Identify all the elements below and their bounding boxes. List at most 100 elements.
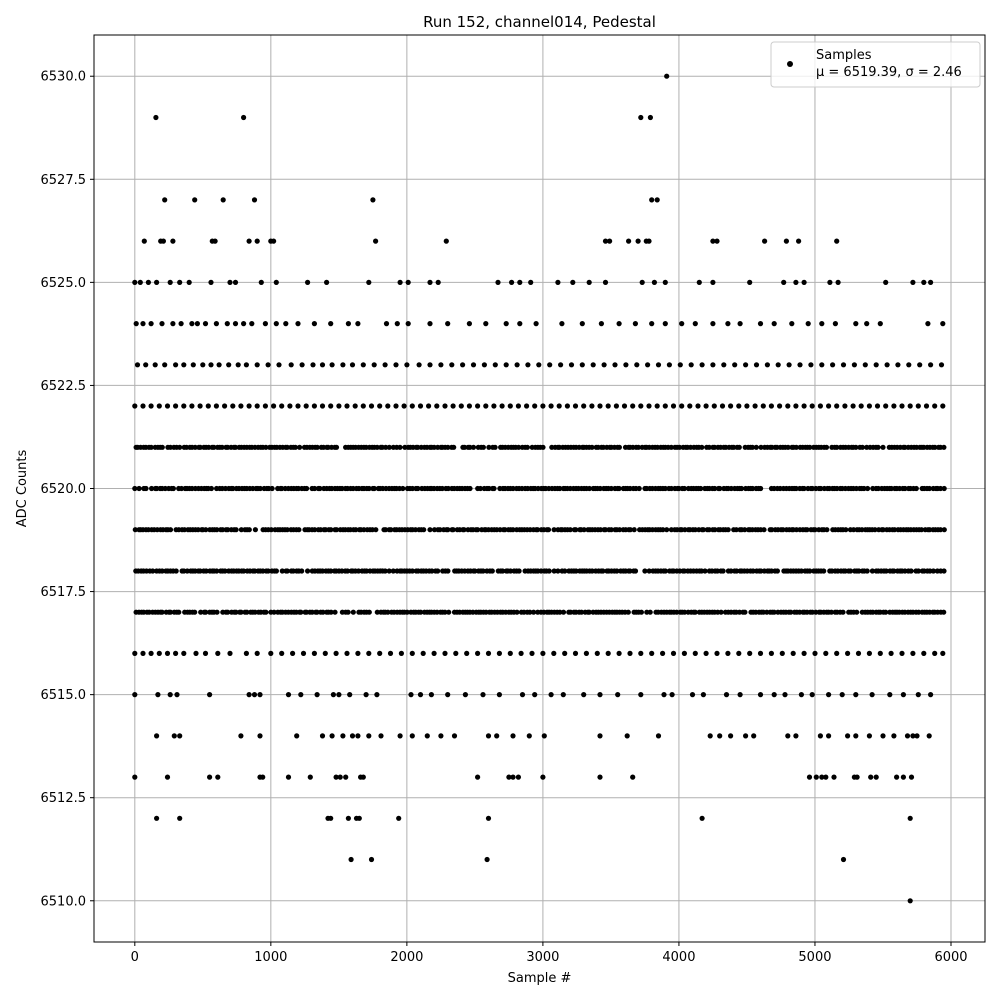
data-point: [415, 485, 421, 492]
data-point: [840, 856, 847, 863]
data-point: [796, 238, 802, 244]
data-point: [632, 321, 639, 327]
data-point: [177, 815, 183, 821]
data-point: [602, 238, 609, 244]
data-point: [880, 733, 886, 739]
data-point: [271, 238, 277, 244]
x-axis-label: Sample #: [508, 971, 572, 986]
data-point: [284, 527, 290, 533]
data-point: [757, 692, 764, 698]
data-point: [532, 692, 538, 698]
data-point: [489, 568, 495, 574]
data-point: [706, 527, 712, 533]
data-point: [594, 650, 600, 657]
data-point: [148, 321, 154, 327]
data-point: [751, 733, 757, 739]
data-point: [475, 774, 481, 780]
data-point: [771, 609, 777, 615]
data-point: [492, 444, 498, 450]
data-point: [786, 362, 792, 368]
data-point: [710, 321, 716, 327]
data-point: [546, 568, 552, 574]
data-point: [664, 527, 670, 533]
data-point: [736, 403, 742, 409]
data-point: [167, 527, 174, 533]
data-point: [496, 650, 502, 657]
data-point: [304, 485, 310, 492]
data-point: [630, 403, 636, 409]
data-point: [907, 898, 913, 904]
data-point: [480, 692, 486, 698]
data-point: [427, 362, 433, 368]
data-point: [143, 362, 149, 368]
data-point: [670, 403, 677, 409]
data-point: [737, 692, 743, 698]
data-point: [732, 362, 738, 368]
data-point: [597, 774, 603, 780]
data-point: [241, 321, 247, 327]
data-point: [743, 733, 749, 739]
data-point: [212, 238, 218, 244]
data-point: [845, 650, 851, 657]
data-point: [677, 362, 683, 368]
data-point: [616, 650, 622, 657]
x-tick-label: 0: [131, 950, 139, 965]
data-point: [700, 692, 707, 698]
data-point: [524, 444, 531, 450]
data-point: [390, 568, 396, 574]
data-point: [937, 527, 944, 533]
data-point: [798, 692, 805, 698]
data-point: [733, 527, 739, 533]
data-point: [821, 568, 827, 574]
data-point: [353, 527, 359, 533]
data-point: [173, 362, 179, 368]
data-point: [273, 568, 279, 574]
data-point: [551, 527, 557, 533]
data-point: [589, 444, 595, 450]
data-point: [445, 568, 451, 574]
data-point: [623, 362, 629, 368]
data-point: [284, 568, 290, 574]
data-point: [203, 527, 209, 533]
data-point: [194, 321, 200, 327]
data-point: [834, 238, 840, 244]
data-point: [220, 197, 226, 203]
data-point: [409, 568, 415, 574]
data-point: [211, 444, 217, 450]
data-point: [486, 444, 492, 450]
data-point: [383, 527, 389, 533]
data-point: [132, 692, 138, 698]
data-point: [808, 362, 814, 368]
data-point: [615, 692, 621, 698]
data-point: [560, 692, 566, 698]
data-point: [915, 403, 921, 409]
legend-marker: [787, 61, 793, 67]
data-point: [608, 485, 614, 492]
data-point: [442, 609, 448, 615]
data-point: [383, 321, 390, 327]
data-point: [167, 609, 174, 615]
data-point: [297, 444, 303, 450]
data-point: [494, 733, 500, 739]
data-point: [319, 403, 326, 409]
data-point: [268, 527, 274, 533]
data-point: [382, 362, 388, 368]
data-point: [420, 650, 426, 657]
data-point: [154, 279, 160, 285]
data-point: [159, 609, 165, 615]
data-point: [167, 692, 173, 698]
data-point: [173, 568, 179, 574]
data-point: [528, 279, 534, 285]
data-point: [907, 403, 913, 409]
data-point: [435, 568, 441, 574]
y-tick-label: 6530.0: [41, 70, 87, 85]
data-point: [831, 774, 837, 780]
data-point: [823, 444, 830, 450]
data-point: [682, 609, 688, 615]
data-point: [246, 238, 252, 244]
data-point: [548, 692, 554, 698]
data-point: [904, 733, 911, 739]
data-point: [192, 609, 198, 615]
data-point: [699, 362, 705, 368]
data-point: [899, 650, 905, 657]
